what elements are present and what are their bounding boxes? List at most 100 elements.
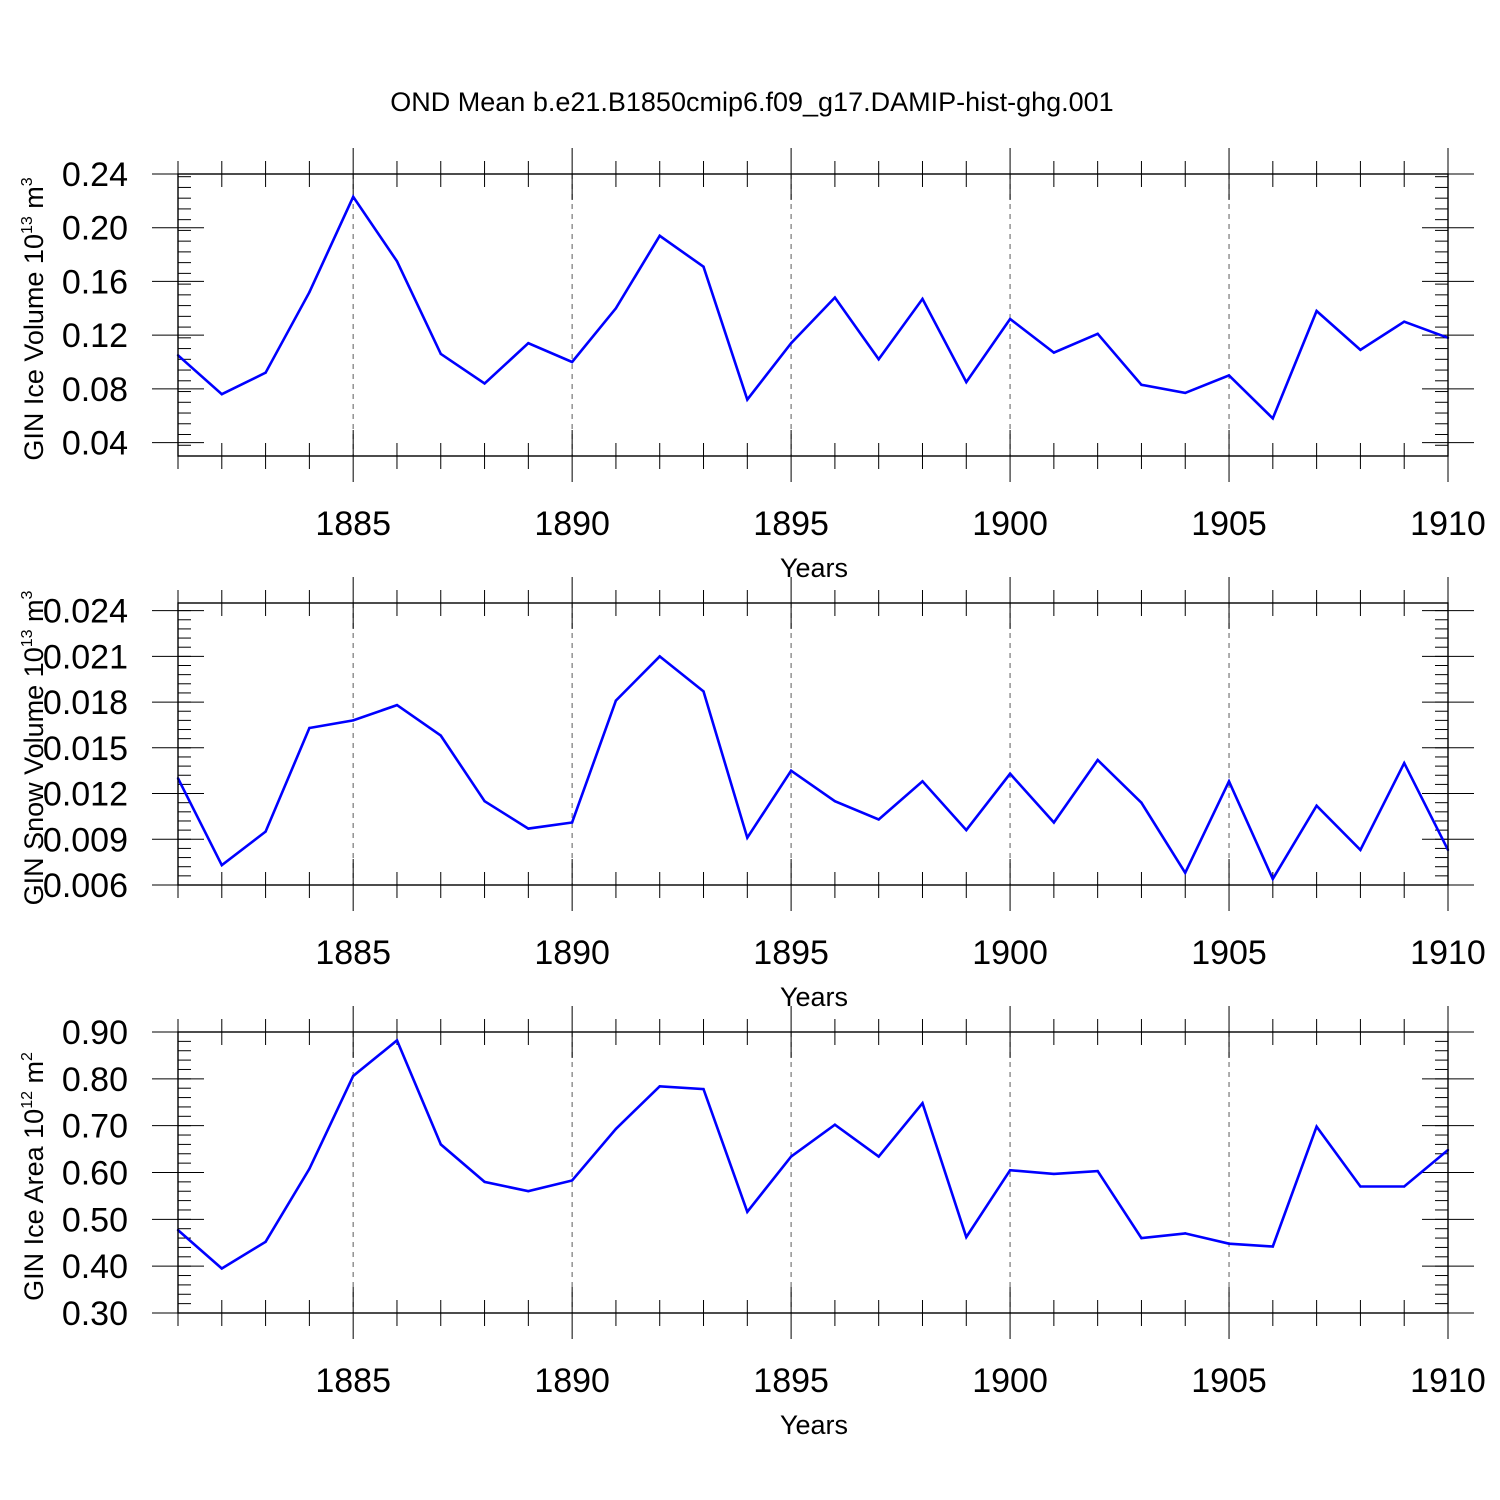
- x-tick-label-1885: 1885: [315, 934, 391, 972]
- data-point-1891: [614, 699, 618, 702]
- y-axis-label-unit: m: [19, 186, 49, 216]
- data-point-1907: [1315, 804, 1318, 807]
- chart-panel-1: 0.04 0.08 0.12 0.16 0.20 0.24 1885 1890 1895 1900…: [19, 148, 1486, 583]
- data-point-1895: [789, 342, 793, 345]
- x-tick-label-1895: 1895: [753, 1362, 829, 1400]
- y-axis-label-exponent: 12: [19, 1091, 36, 1109]
- data-point-1896: [833, 1123, 837, 1126]
- x-tick-label-1895: 1895: [753, 934, 829, 972]
- y-tick-label-5: 0.24: [62, 156, 128, 194]
- data-point-1887: [439, 734, 442, 737]
- x-tick-label-1910: 1910: [1410, 505, 1486, 543]
- data-point-1905: [1227, 374, 1231, 377]
- data-point-1893: [702, 690, 705, 693]
- x-tick-label-1910: 1910: [1410, 934, 1486, 972]
- data-point-1902: [1096, 758, 1099, 762]
- data-point-1907: [1315, 309, 1318, 313]
- data-point-1899: [965, 1235, 968, 1239]
- x-tick-label-1885: 1885: [315, 505, 391, 543]
- data-point-1893: [702, 265, 705, 268]
- data-point-1897: [877, 818, 880, 821]
- data-point-1894: [746, 1210, 749, 1214]
- y-tick-label-4: 0.20: [62, 210, 128, 248]
- data-point-1898: [921, 297, 924, 301]
- y-tick-label-0: 0.006: [43, 867, 128, 905]
- data-point-1900: [1008, 1168, 1012, 1172]
- data-point-1900: [1008, 317, 1012, 321]
- data-point-1896: [833, 799, 837, 803]
- data-point-1909: [1403, 1185, 1406, 1188]
- data-point-1898: [921, 1101, 924, 1105]
- data-point-1897: [877, 358, 880, 361]
- data-point-1902: [1096, 332, 1099, 335]
- data-point-1905: [1227, 780, 1231, 783]
- data-point-1885: [351, 1074, 355, 1078]
- plot-frame: [177, 1031, 1449, 1314]
- chart-panel-2: 0.006 0.009 0.012 0.015 0.018 0.021 0.024 1885 1…: [19, 577, 1486, 1012]
- data-point-1883: [264, 830, 267, 833]
- y-axis-label-unit: m: [19, 599, 49, 629]
- data-point-1886: [395, 1039, 399, 1042]
- data-point-1906: [1271, 877, 1275, 881]
- data-point-1895: [789, 769, 793, 772]
- data-point-1901: [1052, 821, 1056, 824]
- y-axis-label-base: GIN Ice Area 10: [19, 1109, 49, 1301]
- data-point-1884: [308, 726, 311, 730]
- panels: 0.04 0.08 0.12 0.16 0.20 0.24 1885 1890 1895 1900…: [19, 148, 1486, 1440]
- data-point-1892: [658, 655, 661, 658]
- data-point-1890: [570, 821, 574, 824]
- y-tick-label-4: 0.018: [43, 684, 128, 722]
- x-tick-label-1905: 1905: [1191, 1362, 1267, 1400]
- y-tick-label-3: 0.015: [43, 730, 128, 768]
- data-point-1899: [965, 828, 968, 832]
- y-axis-label: GIN Ice Volume 1013 m3: [19, 177, 49, 460]
- data-point-1904: [1184, 1232, 1187, 1235]
- data-point-1886: [395, 703, 399, 707]
- x-tick-label-1890: 1890: [534, 934, 610, 972]
- data-point-1900: [1008, 772, 1012, 775]
- data-point-1906: [1271, 417, 1275, 420]
- y-tick-label-1: 0.08: [62, 371, 128, 409]
- x-axis-label: Years: [780, 553, 848, 583]
- data-point-1891: [614, 1127, 618, 1131]
- data-point-1893: [702, 1087, 705, 1091]
- data-point-1894: [746, 398, 749, 401]
- data-point-1885: [351, 195, 355, 199]
- y-tick-label-2: 0.12: [62, 317, 128, 355]
- y-axis-label: GIN Ice Area 1012 m2: [19, 1052, 49, 1301]
- data-point-1909: [1403, 320, 1406, 323]
- chart-panel-3: 0.30 0.40 0.50 0.60 0.70 0.80 0.90 1885 1890 1895…: [19, 1006, 1486, 1440]
- data-point-1908: [1359, 348, 1362, 352]
- data-point-1889: [527, 342, 530, 345]
- y-axis-label-exponent: 13: [19, 216, 36, 234]
- data-point-1889: [527, 827, 530, 830]
- y-tick-label-6: 0.024: [43, 593, 128, 631]
- y-axis-label-base: GIN Ice Volume 10: [19, 234, 49, 461]
- y-axis-label-base: GIN Snow Volume 10: [19, 647, 49, 905]
- x-tick-label-1890: 1890: [534, 1362, 610, 1400]
- data-point-1898: [921, 780, 924, 783]
- data-point-1904: [1184, 871, 1187, 875]
- data-point-1902: [1096, 1169, 1099, 1173]
- y-tick-label-0: 0.04: [62, 425, 128, 463]
- x-tick-label-1885: 1885: [315, 1362, 391, 1400]
- data-point-1904: [1184, 391, 1187, 395]
- series-line-2: [176, 654, 1450, 882]
- data-point-1906: [1271, 1245, 1275, 1248]
- data-point-1888: [483, 382, 486, 385]
- data-point-1886: [395, 260, 399, 263]
- data-point-1899: [965, 380, 968, 384]
- data-point-1903: [1140, 1236, 1143, 1240]
- y-axis-label-unit: m: [19, 1061, 49, 1091]
- y-tick-label-5: 0.80: [62, 1061, 128, 1099]
- y-tick-label-3: 0.16: [62, 263, 128, 301]
- data-point-1908: [1359, 1185, 1362, 1188]
- y-axis-label-unit-exponent: 3: [19, 590, 36, 599]
- y-axis-label-exponent: 13: [19, 629, 36, 647]
- data-point-1897: [877, 1155, 880, 1158]
- x-tick-label-1900: 1900: [972, 1362, 1048, 1400]
- data-point-1894: [746, 836, 749, 839]
- series-line-3: [177, 1038, 1449, 1271]
- x-tick-label-1910: 1910: [1410, 1362, 1486, 1400]
